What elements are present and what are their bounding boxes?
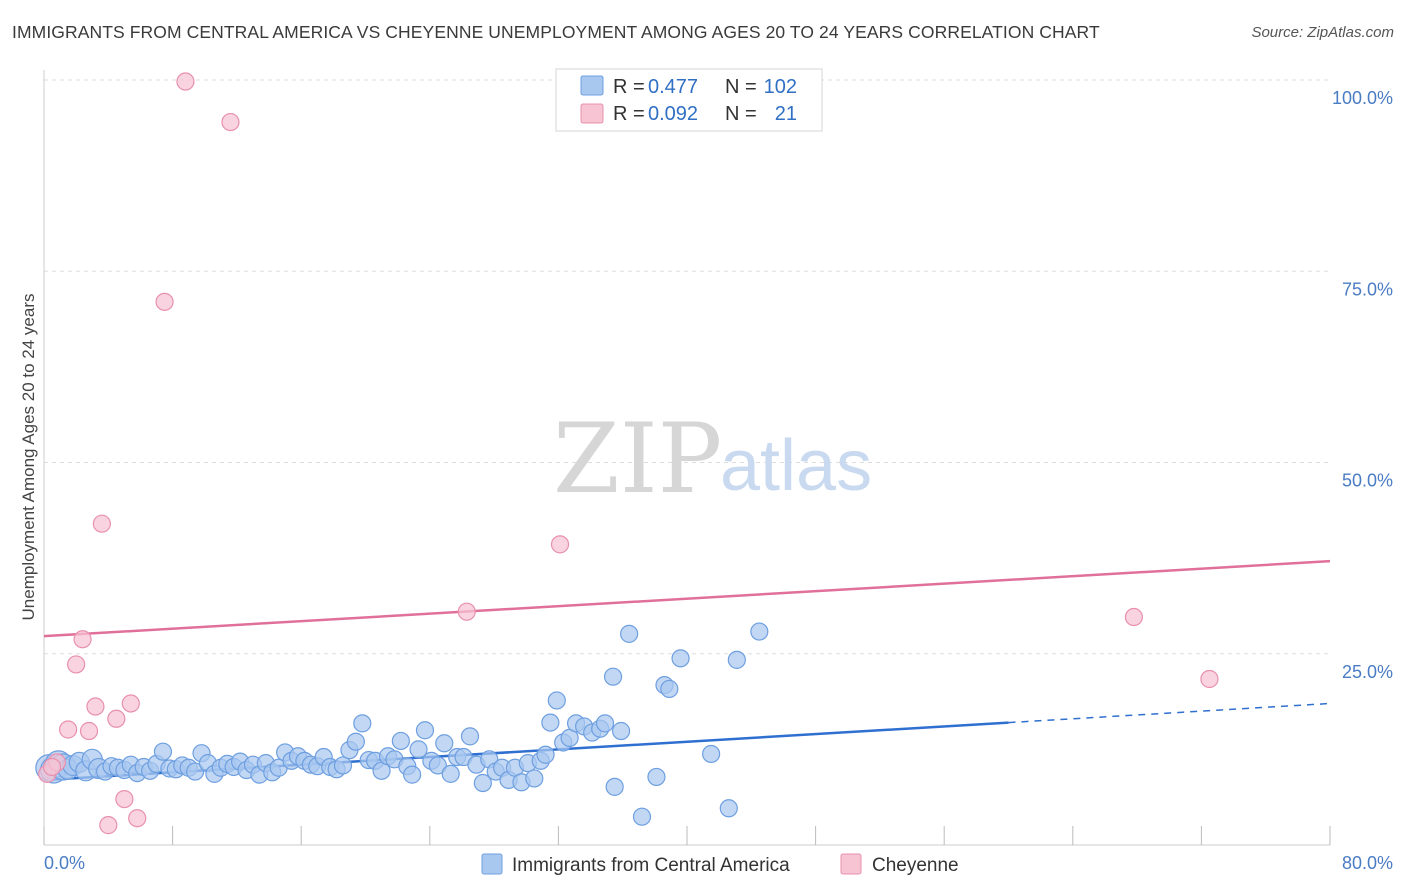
data-point-blue: [603, 667, 623, 686]
stats-legend-r-label: R =: [613, 103, 645, 125]
data-point-pink: [73, 630, 92, 649]
series-legend-label: Immigrants from Central America: [512, 855, 790, 876]
watermark-zip: ZIP: [553, 403, 722, 515]
y-tick-label: 25.0%: [1342, 662, 1393, 682]
data-point-blue: [611, 721, 631, 741]
data-point-blue: [391, 731, 410, 751]
data-point-blue: [671, 649, 690, 668]
data-point-pink: [99, 816, 118, 835]
data-point-blue: [525, 769, 544, 788]
data-point-blue: [547, 691, 566, 710]
data-point-pink: [1200, 669, 1219, 689]
data-point-pink: [128, 809, 147, 828]
series-legend-swatch-pink: [840, 853, 862, 875]
data-point-pink: [107, 709, 126, 728]
data-point-pink: [457, 602, 476, 621]
stats-legend-n-value: 102: [764, 76, 797, 98]
data-point-blue: [186, 762, 205, 781]
data-point-blue: [605, 777, 624, 796]
stats-legend-swatch-blue: [580, 75, 604, 96]
data-point-blue: [595, 714, 615, 733]
series-legend-swatch-blue: [481, 853, 503, 875]
stats-legend-n-label: N =: [725, 76, 757, 98]
data-point-blue: [409, 740, 428, 759]
data-point-pink: [115, 789, 134, 809]
trend-line-pink: [43, 559, 1331, 638]
points-layer: [35, 72, 1219, 835]
data-point-blue: [750, 622, 769, 641]
series-legend-label: Cheyenne: [872, 855, 959, 876]
series-legend: Immigrants from Central America Cheyenne: [481, 853, 959, 876]
stats-legend-r-label: R =: [613, 76, 645, 98]
data-point-pink: [42, 757, 62, 777]
data-point-blue: [536, 745, 555, 764]
data-point-blue: [660, 679, 679, 699]
data-point-pink: [176, 72, 195, 91]
data-point-blue: [719, 799, 738, 818]
watermark: ZIP atlas: [553, 403, 872, 515]
stats-legend-n-label: N =: [725, 103, 757, 125]
data-point-blue: [333, 756, 353, 775]
data-point-pink: [155, 292, 174, 311]
y-axis-label: Unemployment Among Ages 20 to 24 years: [19, 294, 38, 621]
stats-legend-r-value: 0.092: [648, 103, 698, 125]
x-tick-label-min: 0.0%: [44, 853, 85, 873]
data-point-blue: [541, 713, 560, 732]
data-point-blue: [428, 756, 447, 775]
data-point-blue: [460, 727, 480, 746]
x-tick-label-max: 80.0%: [1342, 853, 1393, 873]
chart-title: IMMIGRANTS FROM CENTRAL AMERICA VS CHEYE…: [12, 22, 1100, 42]
data-point-blue: [632, 807, 652, 826]
data-point-pink: [221, 112, 240, 132]
grid-layer: [44, 79, 1330, 655]
data-point-blue: [415, 721, 435, 740]
data-point-pink: [59, 720, 78, 739]
data-point-pink: [121, 694, 140, 713]
y-tick-label: 50.0%: [1342, 471, 1393, 491]
stats-legend: R = 0.477 N = 102 R = 0.092 N = 21: [555, 68, 823, 132]
data-point-blue: [620, 624, 639, 643]
data-point-pink: [67, 655, 86, 674]
stats-legend-n-value: 21: [775, 103, 797, 125]
y-tick-labels: 25.0% 50.0% 75.0% 100.0%: [1332, 88, 1393, 682]
data-point-pink: [86, 697, 105, 716]
data-point-blue: [647, 767, 666, 787]
trend-line-extension-blue: [1008, 702, 1331, 724]
data-point-blue: [403, 765, 422, 784]
trend-layer: [43, 559, 1331, 782]
stats-legend-r-value: 0.477: [648, 76, 698, 98]
data-point-blue: [441, 764, 460, 783]
stats-legend-swatch-pink: [580, 103, 604, 124]
data-point-pink: [550, 535, 570, 554]
y-tick-label: 75.0%: [1342, 279, 1393, 299]
chart-source: Source: ZipAtlas.com: [1251, 24, 1394, 41]
data-point-blue: [346, 732, 365, 751]
data-point-blue: [435, 734, 454, 753]
data-point-blue: [702, 744, 721, 764]
data-point-pink: [92, 514, 111, 533]
axis-layer: [43, 70, 1331, 846]
data-point-pink: [1124, 607, 1143, 627]
data-point-blue: [727, 650, 746, 669]
data-point-pink: [79, 721, 99, 741]
data-point-blue: [353, 714, 372, 733]
data-point-blue: [473, 773, 492, 793]
y-tick-label: 100.0%: [1332, 88, 1393, 108]
watermark-atlas: atlas: [720, 426, 872, 506]
data-point-blue: [153, 742, 173, 761]
